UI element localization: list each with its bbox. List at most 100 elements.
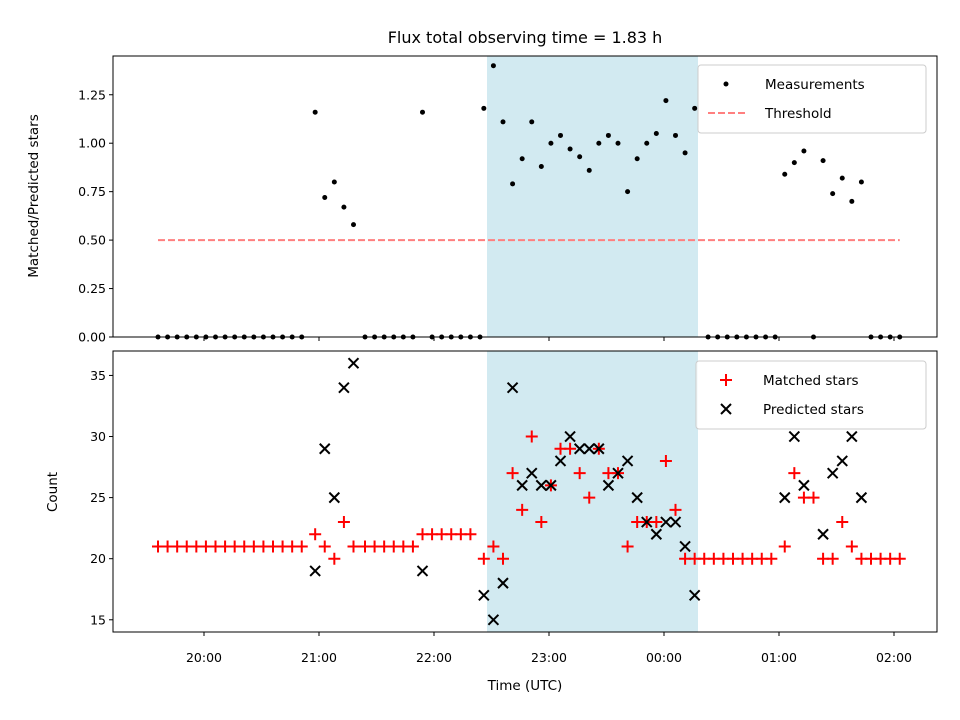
matched-star-point [318, 540, 331, 553]
legend-measurements-label: Measurements [765, 77, 865, 93]
predicted-star-point [679, 540, 691, 553]
matched-star-point [406, 540, 419, 553]
measurement-point [820, 158, 826, 164]
measurement-point [839, 175, 845, 181]
predicted-star-point [846, 430, 858, 443]
bottom-plot-marks [152, 357, 906, 626]
bottom-legend-box [695, 360, 927, 430]
matched-star-point [836, 516, 849, 529]
measurement-point [312, 109, 318, 115]
top-y-tick-label: 0.25 [78, 281, 106, 296]
measurement-point [830, 191, 836, 197]
top-y-tick-label: 0.50 [78, 233, 106, 248]
legend-measurements-marker [723, 81, 729, 87]
bottom-y-ticks: 15 20 25 30 35 [90, 368, 113, 627]
measurement-point [567, 146, 573, 152]
predicted-star-point [669, 516, 682, 528]
measurement-point [331, 179, 337, 185]
predicted-star-point [855, 491, 868, 504]
measurement-point [801, 148, 807, 154]
measurement-point [615, 140, 621, 146]
bottom-x-tick-label: 02:00 [876, 650, 912, 665]
measurement-point [558, 132, 563, 138]
matched-star-point [778, 540, 791, 553]
predicted-star-point [516, 479, 528, 492]
matched-star-point [295, 540, 308, 553]
matched-star-point [583, 491, 596, 504]
predicted-star-point [573, 443, 586, 455]
matched-star-point [464, 528, 477, 541]
measurement-point [519, 156, 525, 162]
bottom-y-tick-label: 15 [90, 612, 106, 627]
measurement-point [322, 194, 328, 200]
top-legend: Measurements Threshold [697, 64, 927, 134]
matched-star-point [328, 552, 341, 565]
predicted-star-point [836, 455, 848, 467]
bottom-y-tick-label: 25 [90, 490, 106, 505]
matched-star-point [487, 540, 500, 553]
predicted-star-point [319, 443, 331, 455]
predicted-star-point [798, 479, 810, 492]
top-highlight-band [487, 56, 698, 337]
matched-star-point [659, 454, 672, 467]
bottom-highlight-band [487, 351, 698, 632]
measurement-point [577, 154, 583, 160]
predicted-star-point [602, 479, 615, 492]
measurement-point [849, 198, 855, 204]
predicted-star-point [328, 491, 341, 504]
top-y-tick-label: 0.00 [78, 330, 106, 345]
matched-star-point [337, 516, 350, 529]
matched-star-point [506, 467, 519, 480]
predicted-star-point [554, 455, 567, 467]
predicted-star-point [347, 357, 360, 369]
measurement-point [420, 109, 425, 115]
measurement-point [791, 160, 797, 166]
bottom-y-tick-label: 30 [90, 429, 106, 444]
measurement-point [673, 132, 678, 138]
bottom-x-tick-label: 23:00 [531, 650, 567, 665]
matched-star-point [309, 528, 322, 541]
matched-star-point [621, 540, 634, 553]
measurement-point [538, 163, 544, 169]
measurement-point [653, 131, 659, 137]
predicted-star-point [487, 614, 500, 626]
predicted-star-point [506, 381, 519, 394]
measurement-point [782, 171, 788, 177]
matched-star-point [845, 540, 858, 553]
legend-matched-label: Matched stars [763, 373, 859, 389]
matched-star-point [525, 430, 538, 443]
predicted-star-point [660, 516, 672, 528]
matched-star-point [347, 540, 360, 553]
predicted-star-point [526, 467, 538, 479]
predicted-star-point [817, 528, 829, 540]
measurement-point [490, 63, 496, 69]
measurement-point [500, 119, 506, 125]
measurement-point [351, 222, 356, 228]
measurement-point [605, 132, 611, 138]
top-panel: Flux total observing time = 1.83 h Match… [26, 28, 938, 345]
chart-title: Flux total observing time = 1.83 h [388, 28, 663, 47]
measurement-point [596, 140, 602, 146]
predicted-star-point [650, 528, 663, 540]
top-legend-box [697, 64, 927, 134]
predicted-star-point [631, 491, 643, 504]
measurement-point [341, 204, 347, 210]
measurement-point [682, 150, 688, 156]
matched-star-point [788, 467, 801, 480]
bottom-x-tick-label: 20:00 [186, 650, 222, 665]
predicted-star-point [612, 467, 624, 479]
bottom-x-tick-label: 21:00 [301, 650, 337, 665]
x-axis-label: Time (UTC) [487, 678, 563, 694]
bottom-y-axis-label: Count [45, 472, 61, 512]
measurement-point [510, 181, 516, 187]
legend-matched-marker [720, 374, 732, 386]
top-y-tick-label: 0.75 [78, 184, 106, 199]
measurement-point [586, 167, 592, 173]
matched-star-point [564, 442, 577, 455]
measurement-point [663, 98, 669, 104]
top-x-ticks [203, 337, 895, 341]
bottom-panel: Count Time (UTC) 15 20 25 30 35 20:00 21:00 22… [45, 350, 938, 694]
matched-star-point [573, 467, 586, 480]
legend-predicted-label: Predicted stars [763, 402, 864, 418]
top-y-ticks: 0.00 0.25 0.50 0.75 1.00 1.25 [78, 87, 113, 345]
